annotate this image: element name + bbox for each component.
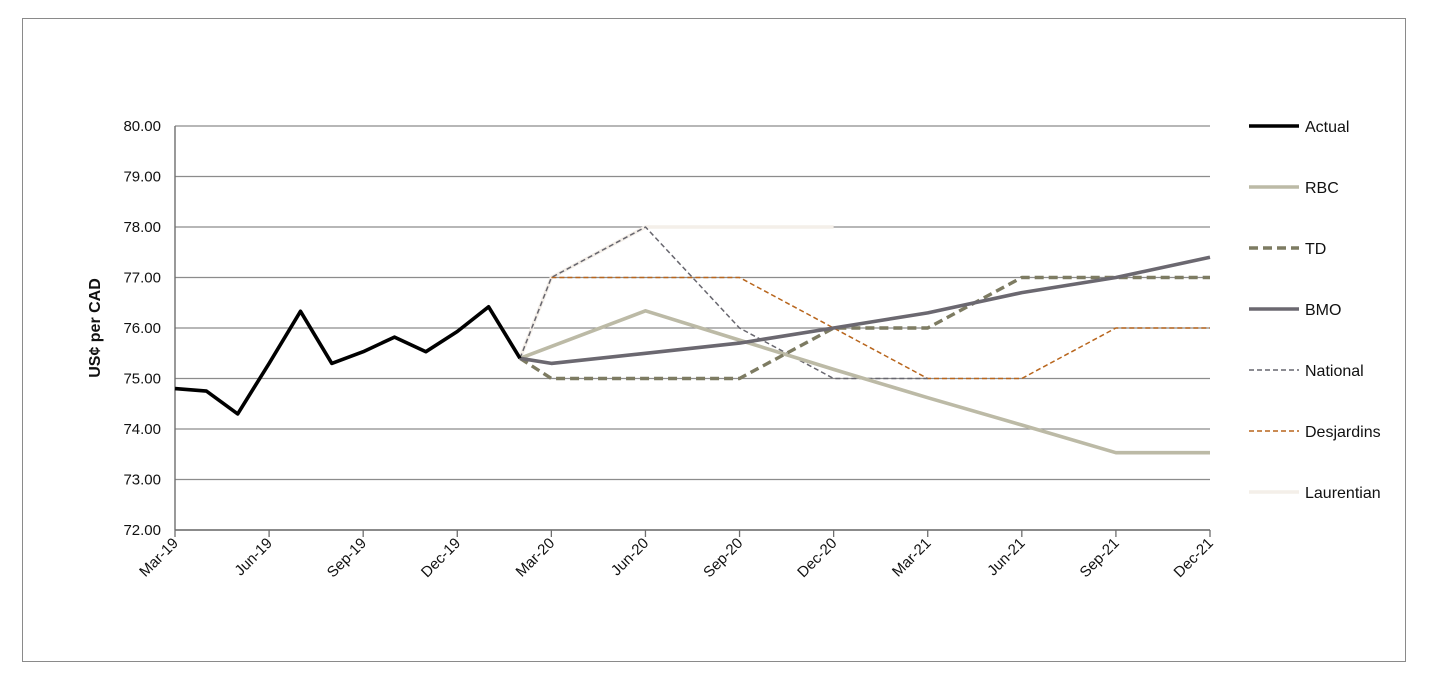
- x-tick-label: Mar-21: [889, 535, 935, 581]
- y-tick-label: 76.00: [123, 320, 161, 337]
- legend-label-laurentian: Laurentian: [1305, 485, 1381, 502]
- legend: Actual RBC TD BMO National Desjardins Laurenti…: [1249, 119, 1381, 502]
- series-line-desjardins: [551, 276, 1210, 380]
- y-axis-ticks: 72.00 73.00 74.00 75.00 76.00 77.00 78.00 79.00…: [123, 118, 161, 539]
- gridlines: [175, 125, 1210, 531]
- chart-frame: [22, 18, 1406, 662]
- y-tick-label: 74.00: [123, 421, 161, 438]
- x-tick-label: Dec-19: [418, 535, 464, 581]
- series-line-national: [519, 226, 928, 380]
- y-axis-label: US¢ per CAD: [87, 278, 104, 378]
- legend-label-rbc: RBC: [1305, 180, 1339, 197]
- y-tick-label: 73.00: [123, 472, 161, 489]
- y-tick-label: 72.00: [123, 522, 161, 539]
- series-line-actual: [174, 304, 522, 416]
- y-tick-label: 80.00: [123, 118, 161, 135]
- series-line-rbc: [519, 308, 1210, 455]
- legend-label-td: TD: [1305, 241, 1326, 258]
- x-tick-label: Dec-20: [794, 535, 840, 581]
- y-tick-label: 78.00: [123, 219, 161, 236]
- x-tick-label: Mar-19: [136, 535, 182, 581]
- legend-label-actual: Actual: [1305, 119, 1349, 136]
- legend-label-bmo: BMO: [1305, 302, 1341, 319]
- y-tick-label: 79.00: [123, 169, 161, 186]
- legend-label-national: National: [1305, 363, 1364, 380]
- series-line-bmo: [519, 255, 1211, 366]
- x-tick-label: Sep-21: [1077, 535, 1123, 581]
- x-tick-label: Sep-19: [324, 535, 370, 581]
- series-lines: [174, 225, 1211, 455]
- y-tick-label: 77.00: [123, 270, 161, 287]
- x-tick-label: Jun-19: [231, 535, 275, 579]
- x-tick-label: Jun-20: [608, 535, 652, 579]
- series-line-td: [519, 275, 1210, 381]
- legend-label-desjardins: Desjardins: [1305, 424, 1381, 441]
- y-tick-label: 75.00: [123, 371, 161, 388]
- axes: [174, 126, 1211, 537]
- x-tick-label: Mar-20: [513, 535, 559, 581]
- x-tick-label: Dec-21: [1171, 535, 1217, 581]
- x-tick-label: Sep-20: [700, 535, 746, 581]
- x-axis-ticks: Mar-19 Jun-19 Sep-19 Dec-19 Mar-20 Jun-20 Sep-…: [136, 535, 1217, 581]
- x-tick-label: Jun-21: [984, 535, 1028, 579]
